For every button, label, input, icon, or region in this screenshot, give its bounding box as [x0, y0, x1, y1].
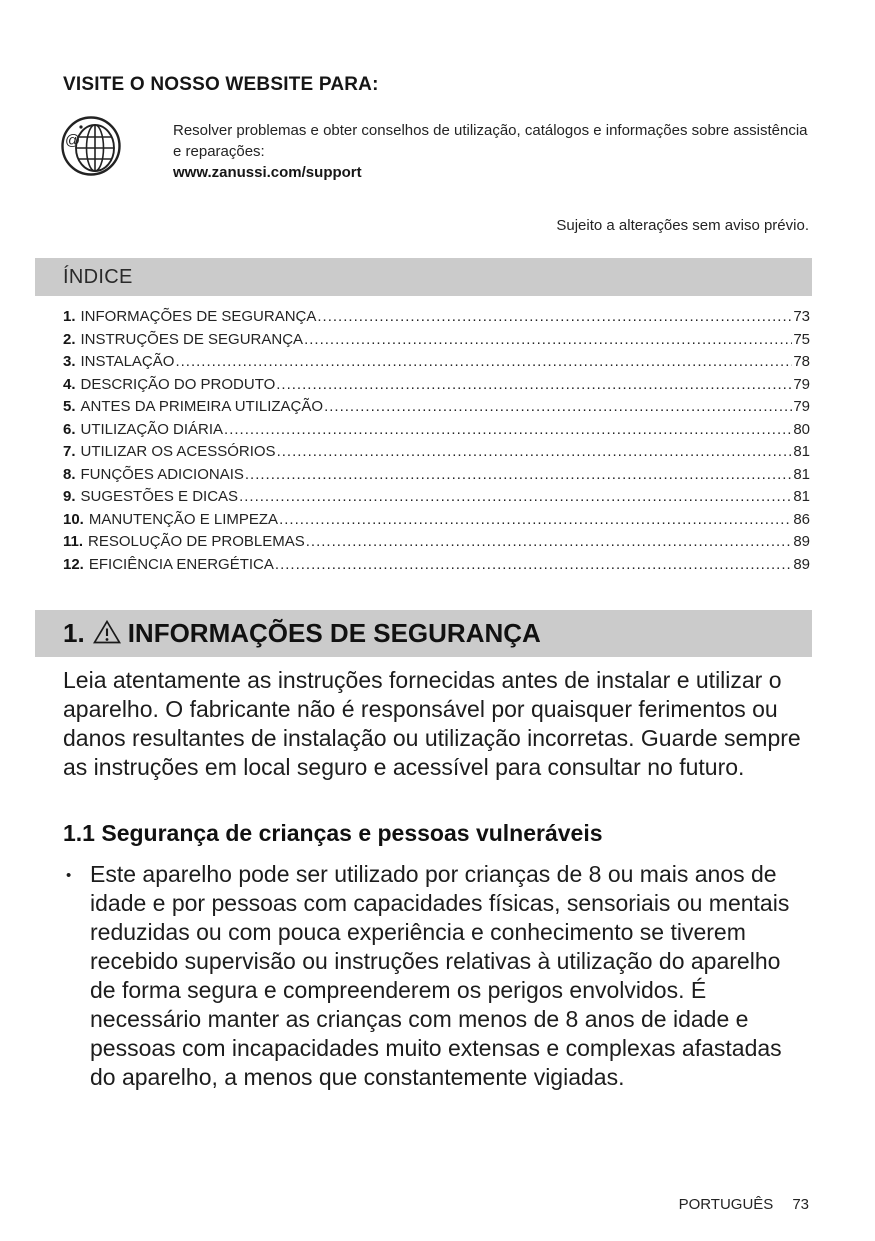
toc-item: 10. MANUTENÇÃO E LIMPEZA ...............… [63, 509, 810, 532]
toc-item: 7. UTILIZAR OS ACESSÓRIOS ..............… [63, 441, 810, 464]
dot-leader: ........................................… [304, 330, 792, 348]
toc-page-number: 79 [793, 375, 810, 393]
toc-page-number: 81 [793, 443, 810, 460]
bullet-list: • Este aparelho pode ser utilizado por c… [66, 860, 812, 1092]
dot-leader: ........................................… [324, 398, 792, 415]
section-number: 1. [63, 618, 85, 648]
subsection-heading: 1.1 Segurança de crianças e pessoas vuln… [63, 820, 603, 846]
toc-item: 6. UTILIZAÇÃO DIÁRIA ...................… [63, 419, 810, 442]
toc-title: ÍNDICE [63, 265, 133, 288]
toc-item: 2. INSTRUÇÕES DE SEGURANÇA .............… [63, 329, 810, 352]
toc-page-number: 81 [793, 488, 810, 505]
toc-item: 1. INFORMAÇÕES DE SEGURANÇA ............… [63, 306, 810, 329]
dot-leader: ........................................… [305, 533, 793, 550]
toc-page-number: 79 [793, 398, 810, 415]
dot-leader: ........................................… [239, 488, 792, 505]
toc-page-number: 78 [793, 353, 810, 370]
toc-page-number: 86 [793, 510, 810, 528]
dot-leader: ........................................… [279, 510, 792, 528]
globe-icon: @ [58, 114, 124, 178]
support-description: Resolver problemas e obter conselhos de … [173, 122, 808, 160]
toc-item: 3. INSTALAÇÃO ..........................… [63, 351, 810, 374]
footer-page-number: 73 [792, 1196, 809, 1213]
section-title: INFORMAÇÕES DE SEGURANÇA [127, 618, 541, 648]
website-support-row: @ Resolver problemas e obter conselhos d… [58, 114, 818, 183]
dot-leader: ........................................… [317, 308, 793, 325]
support-url: www.zanussi.com/support [173, 164, 362, 181]
toc-page-number: 75 [793, 330, 810, 348]
toc-page-number: 89 [793, 533, 810, 550]
toc-item: 9. SUGESTÕES E DICAS ...................… [63, 486, 810, 509]
dot-leader: ........................................… [274, 555, 793, 573]
toc-header-band: ÍNDICE [35, 258, 812, 296]
page-title: VISITE O NOSSO WEBSITE PARA: [63, 74, 379, 95]
toc-item: 8. FUNÇÕES ADICIONAIS ..................… [63, 464, 810, 487]
support-textblock: Resolver problemas e obter conselhos de … [173, 120, 818, 183]
toc-item: 4. DESCRIÇÃO DO PRODUTO ................… [63, 374, 810, 397]
toc-page-number: 73 [793, 308, 810, 325]
dot-leader: ........................................… [224, 420, 793, 438]
dot-leader: ........................................… [175, 353, 792, 370]
dot-leader: ........................................… [276, 375, 792, 393]
toc-item: 11. RESOLUÇÃO DE PROBLEMAS .............… [63, 531, 810, 554]
toc-page-number: 81 [793, 465, 810, 483]
toc-page-number: 89 [793, 555, 810, 573]
svg-text:@: @ [65, 132, 80, 149]
warning-icon [92, 619, 121, 650]
revision-notice: Sujeito a alterações sem aviso prévio. [556, 217, 809, 234]
dot-leader: ........................................… [276, 443, 793, 460]
toc-item: 5. ANTES DA PRIMEIRA UTILIZAÇÃO ........… [63, 396, 810, 419]
section-intro: Leia atentamente as instruções fornecida… [63, 667, 801, 780]
dot-leader: ........................................… [244, 465, 793, 483]
section-heading-band: 1. INFORMAÇÕES DE SEGURANÇA [35, 610, 812, 657]
bullet-marker: • [66, 867, 72, 884]
footer-language: PORTUGUÊS [678, 1196, 774, 1213]
toc-list: 1. INFORMAÇÕES DE SEGURANÇA ............… [63, 306, 810, 576]
toc-page-number: 80 [793, 420, 810, 438]
page-footer: PORTUGUÊS 73 [679, 1196, 809, 1213]
toc-item: 12. EFICIÊNCIA ENERGÉTICA ..............… [63, 554, 810, 577]
list-item: • Este aparelho pode ser utilizado por c… [66, 861, 790, 1090]
